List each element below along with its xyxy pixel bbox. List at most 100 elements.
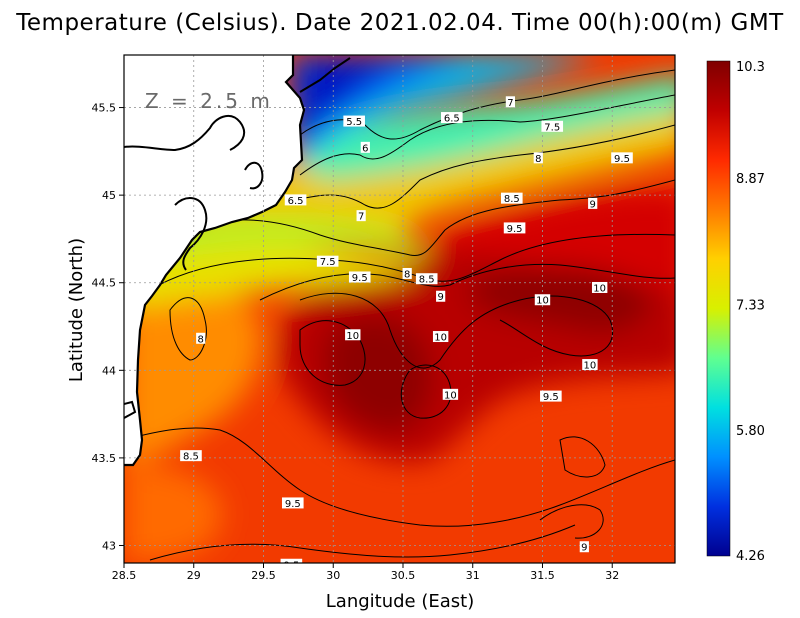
contour-label-box <box>441 112 463 124</box>
y-tick-label: 45.5 <box>92 102 117 115</box>
contour-label-box <box>533 152 543 164</box>
contour-label-box <box>345 329 361 341</box>
contour-label-text: 6.5 <box>288 196 304 207</box>
land-mass <box>124 55 351 467</box>
contour-label: 7.5 <box>541 120 564 133</box>
contour-label-text: 9 <box>437 292 443 303</box>
contour-label-text: 9.5 <box>165 576 181 587</box>
contour-label-text: 9.5 <box>285 499 301 510</box>
y-tick-label: 43 <box>102 539 116 552</box>
colorbar-tick-label: 7.33 <box>736 298 765 313</box>
contour-line-8 <box>294 124 675 209</box>
contour-label-text: 5.5 <box>346 117 362 128</box>
contour-label: 6 <box>360 141 370 154</box>
colorbar-ticks: 10.3 8.87 7.33 5.80 4.26 <box>736 60 765 564</box>
contour-label-box <box>500 192 523 204</box>
contour-label: 10 <box>582 359 598 372</box>
contour-label: 6.5 <box>441 112 463 125</box>
contour-label-box <box>402 267 412 279</box>
contour-label: 5.5 <box>343 115 365 128</box>
contour-label-box <box>611 152 633 164</box>
contour-label: 10 <box>591 281 608 294</box>
contour-label: 9.5 <box>611 152 633 165</box>
contour-label: 9.5 <box>280 558 303 571</box>
contour-label: 8 <box>402 267 412 280</box>
x-tick-label: 32 <box>605 569 619 582</box>
contour-label: 7.5 <box>316 255 339 268</box>
contour-label-box <box>162 575 184 586</box>
contour-label-text: 10 <box>536 296 549 307</box>
contour-label-text: 10 <box>593 283 606 294</box>
contour-label-box <box>579 541 589 553</box>
contour-label-box <box>280 558 303 563</box>
contour-label: 9 <box>579 541 589 554</box>
contour-label: 9.5 <box>281 497 304 510</box>
x-tick-label: 28.5 <box>112 569 137 582</box>
contour-label-box <box>540 390 562 402</box>
colorbar-tick-label: 8.87 <box>736 172 765 187</box>
contour-label: 8 <box>533 152 543 165</box>
contour-line-9-south <box>539 504 604 539</box>
contour-label: 6.5 <box>284 194 307 207</box>
contour-label-text: 9.5 <box>507 224 523 235</box>
contour-label-text: 8 <box>404 269 410 280</box>
contour-label: 9 <box>436 290 446 303</box>
contour-line-9-5-bottom <box>149 524 576 561</box>
contour-line-10-a <box>299 292 614 369</box>
contour-line-8-5 <box>199 179 675 257</box>
contour-label: 8.5 <box>415 273 438 286</box>
contour-labels: 7 6.5 5.5 7.5 6 8 9.5 6.5 8.5 9 7 9.5 7.5 8 8.5 9.5 10 9 1… <box>162 96 633 588</box>
contour-label-box <box>503 222 526 234</box>
contour-label: 8 <box>196 332 206 345</box>
x-tick-label: 31.5 <box>530 569 555 582</box>
contour-label-text: 9 <box>581 543 587 554</box>
contour-line-8-west <box>169 297 207 361</box>
contour-label: 9.5 <box>348 271 371 284</box>
y-axis: 43 43.5 44 44.5 45 45.5 <box>92 102 124 552</box>
contour-label-box <box>180 450 202 462</box>
x-tick-label: 29.5 <box>251 569 276 582</box>
contour-label-text: 9.5 <box>543 392 559 403</box>
x-tick-label: 30 <box>326 569 340 582</box>
contour-label-text: 7 <box>358 212 364 223</box>
contour-label: 9.5 <box>540 390 562 403</box>
contour-label-text: 9.5 <box>283 560 299 571</box>
contour-label-text: 9.5 <box>352 273 368 284</box>
colorbar-tick-label: 4.26 <box>736 549 765 564</box>
contour-label-text: 8.5 <box>504 194 520 205</box>
contour-label-box <box>588 197 598 209</box>
contour-line-10-b <box>299 320 366 386</box>
contour-label-text: 7.5 <box>544 122 560 133</box>
contour-label-text: 8 <box>535 154 541 165</box>
contour-label-text: 6.5 <box>444 114 460 125</box>
x-tick-label: 31 <box>466 569 480 582</box>
contour-label-box <box>281 497 304 509</box>
contour-label: 10 <box>442 388 459 401</box>
contour-label-text: 10 <box>584 361 597 372</box>
contour-label: 8.5 <box>500 192 523 205</box>
contour-label: 10 <box>345 329 361 342</box>
contour-label: 9.5 <box>503 222 526 235</box>
contour-label-box <box>582 359 598 371</box>
colorbar-tick-label: 10.3 <box>736 60 765 75</box>
y-tick-label: 43.5 <box>92 452 117 465</box>
contour-label-text: 8 <box>198 334 204 345</box>
x-axis: 28.5 29 29.5 30 30.5 31 31.5 32 <box>112 563 619 582</box>
contour-line-9-5 <box>259 263 675 301</box>
colorbar <box>706 60 731 557</box>
contour-label-box <box>591 281 608 293</box>
contour-label-text: 10 <box>434 333 447 344</box>
contour-label-box <box>421 564 443 575</box>
plot-frame <box>123 54 676 564</box>
contour-label-text: 10 <box>346 331 359 342</box>
contour-label-box <box>348 271 371 283</box>
contour-label-box <box>316 255 339 267</box>
contour-label: 9.5 <box>162 575 184 588</box>
contour-label-text: 6 <box>362 143 368 154</box>
contour-label-box <box>360 141 370 153</box>
contour-label: 7 <box>505 96 515 109</box>
map-title: Temperature (Celsius). Date 2021.02.04. … <box>16 10 784 36</box>
contour-line-9-5-south <box>124 427 675 527</box>
contour-label-box <box>541 120 564 132</box>
